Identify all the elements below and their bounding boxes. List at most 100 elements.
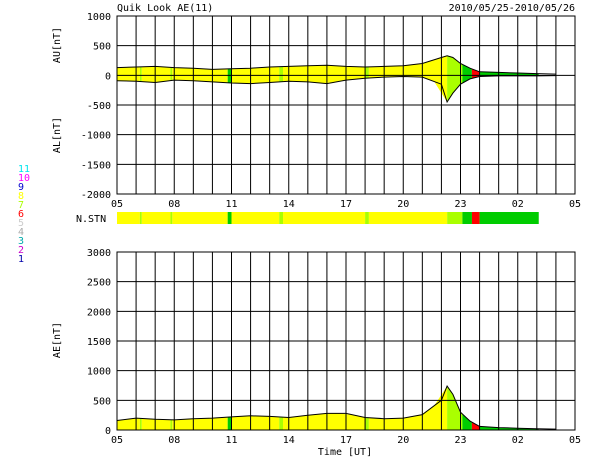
- fill-segment-1: [139, 418, 142, 430]
- y-tick-label: -1500: [81, 160, 111, 171]
- x-tick-label: 02: [512, 435, 524, 446]
- y-tick-label: 2000: [87, 307, 111, 318]
- x-tick-label: 05: [111, 435, 123, 446]
- y-tick-label: -1000: [81, 131, 111, 142]
- station-count-bar: [117, 212, 539, 224]
- station-segment-9: [365, 212, 369, 224]
- station-segment-10: [368, 212, 448, 224]
- fill-segment-5: [227, 68, 232, 83]
- fill-segment-6: [231, 415, 280, 430]
- x-tick-label: 14: [283, 199, 295, 210]
- station-segment-13: [471, 212, 480, 224]
- station-segment-5: [227, 212, 232, 224]
- al-trace: [116, 75, 556, 104]
- y-tick-label: 500: [93, 396, 111, 407]
- fill-segment-3: [170, 419, 173, 430]
- fill-segment-1: [139, 66, 142, 82]
- fill-segment-10: [368, 55, 448, 102]
- legend-count-3: 3: [18, 236, 24, 247]
- ae-trace: [116, 385, 556, 430]
- fill-segment-0: [117, 66, 140, 82]
- fill-segment-7: [279, 416, 283, 430]
- y-tick-label: 1000: [87, 367, 111, 378]
- x-tick-label: 23: [454, 199, 466, 210]
- legend-count-1: 1: [18, 254, 24, 265]
- y-tick-label: 0: [105, 426, 111, 437]
- y-tick-label: -2000: [81, 190, 111, 201]
- station-segment-1: [139, 212, 142, 224]
- x-tick-label: 11: [225, 199, 237, 210]
- legend-count-4: 4: [18, 227, 24, 238]
- legend-count-2: 2: [18, 245, 24, 256]
- x-tick-label: 23: [454, 435, 466, 446]
- station-segment-14: [479, 212, 539, 224]
- y-tick-label: 1500: [87, 337, 111, 348]
- y-tick-label: 2500: [87, 278, 111, 289]
- legend-count-11: 11: [18, 164, 30, 175]
- fill-segment-9: [365, 66, 369, 79]
- x-tick-label: 20: [397, 435, 409, 446]
- x-tick-label: 17: [340, 199, 352, 210]
- ae-axis-label: AE[nT]: [52, 322, 63, 358]
- station-segment-0: [117, 212, 140, 224]
- date-range: 2010/05/25-2010/05/26: [449, 3, 575, 14]
- station-segment-7: [279, 212, 284, 224]
- y-tick-label: 0: [105, 71, 111, 82]
- station-bar-label: N.STN: [76, 214, 106, 225]
- fill-segment-2: [141, 66, 171, 83]
- fill-segment-3: [170, 67, 173, 81]
- fill-segment-8: [283, 65, 366, 84]
- fill-segment-11: [447, 386, 463, 430]
- fill-segment-9: [365, 417, 369, 430]
- fill-segment-5: [227, 416, 232, 430]
- fill-segment-10: [368, 386, 448, 430]
- station-segment-8: [283, 212, 366, 224]
- fill-segment-12: [462, 64, 472, 84]
- fill-segment-7: [279, 66, 283, 82]
- x-tick-label: 20: [397, 199, 409, 210]
- legend-count-6: 6: [18, 209, 24, 220]
- legend-count-8: 8: [18, 191, 24, 202]
- x-tick-label: 08: [168, 199, 180, 210]
- station-segment-6: [231, 212, 280, 224]
- station-segment-2: [141, 212, 171, 224]
- x-tick-label: 08: [168, 435, 180, 446]
- x-tick-label: 05: [111, 199, 123, 210]
- station-segment-3: [170, 212, 173, 224]
- legend-count-5: 5: [18, 218, 24, 229]
- fill-segment-2: [141, 418, 171, 430]
- x-tick-label: 05: [569, 435, 581, 446]
- y-tick-label: 3000: [87, 248, 111, 259]
- chart-title: Quik Look AE(11): [117, 3, 213, 14]
- y-tick-label: -500: [87, 101, 111, 112]
- fill-segment-4: [172, 417, 228, 430]
- fill-segment-12: [462, 414, 472, 430]
- x-tick-label: 14: [283, 435, 295, 446]
- fill-segment-0: [117, 418, 140, 430]
- y-tick-label: 1000: [87, 12, 111, 23]
- au-axis-label: AU[nT]: [52, 27, 63, 63]
- x-tick-label: 11: [225, 435, 237, 446]
- fill-segment-11: [447, 55, 463, 102]
- fill-segment-13: [471, 422, 480, 430]
- plot-frame: [116, 251, 576, 431]
- legend-count-10: 10: [18, 173, 30, 184]
- station-segment-12: [462, 212, 472, 224]
- station-segment-11: [447, 212, 463, 224]
- y-tick-label: 500: [93, 42, 111, 53]
- au-trace: [116, 55, 556, 75]
- legend-count-9: 9: [18, 182, 24, 193]
- al-axis-label: AL[nT]: [52, 117, 63, 153]
- station-segment-4: [172, 212, 228, 224]
- x-tick-label: 05: [569, 199, 581, 210]
- x-axis-label: Time [UT]: [318, 447, 372, 458]
- x-tick-label: 17: [340, 435, 352, 446]
- x-tick-label: 02: [512, 199, 524, 210]
- fill-segment-8: [283, 413, 366, 430]
- legend-count-7: 7: [18, 200, 24, 211]
- plot-frame: [116, 15, 576, 195]
